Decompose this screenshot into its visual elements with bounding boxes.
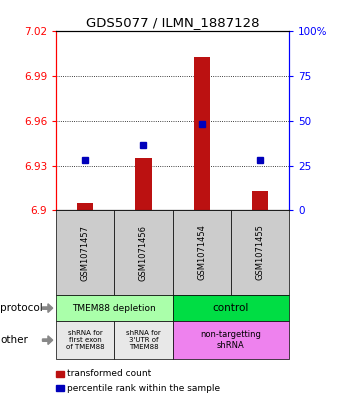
Text: shRNA for
3'UTR of
TMEM88: shRNA for 3'UTR of TMEM88: [126, 330, 161, 350]
Text: GSM1071457: GSM1071457: [81, 224, 90, 281]
Text: protocol: protocol: [0, 303, 43, 313]
Text: GSM1071455: GSM1071455: [255, 224, 265, 281]
Text: non-targetting
shRNA: non-targetting shRNA: [200, 331, 261, 350]
Text: other: other: [0, 335, 28, 345]
Title: GDS5077 / ILMN_1887128: GDS5077 / ILMN_1887128: [86, 16, 259, 29]
Text: percentile rank within the sample: percentile rank within the sample: [67, 384, 220, 393]
Text: GSM1071456: GSM1071456: [139, 224, 148, 281]
Text: shRNA for
first exon
of TMEM88: shRNA for first exon of TMEM88: [66, 330, 104, 350]
Bar: [193, 57, 210, 210]
Bar: [77, 203, 94, 210]
Text: TMEM88 depletion: TMEM88 depletion: [72, 304, 156, 312]
Text: transformed count: transformed count: [67, 369, 151, 378]
Text: control: control: [212, 303, 249, 313]
Bar: [252, 191, 268, 210]
Bar: [135, 158, 152, 210]
Text: GSM1071454: GSM1071454: [197, 224, 206, 281]
